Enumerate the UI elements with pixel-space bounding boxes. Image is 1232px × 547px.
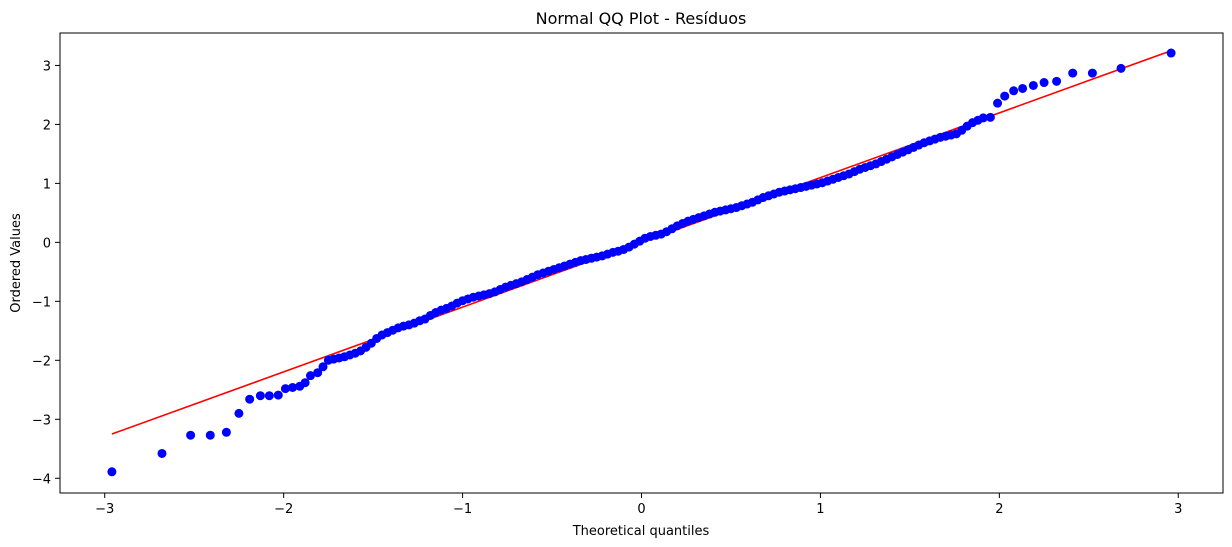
data-point [1018, 83, 1028, 93]
x-tick-label: 0 [637, 502, 645, 517]
data-point [221, 427, 231, 437]
data-point [313, 368, 323, 378]
data-point [234, 408, 244, 418]
data-point [305, 371, 315, 381]
data-point [300, 378, 310, 388]
data-point [1052, 76, 1062, 86]
data-point [1000, 91, 1010, 101]
data-point [1039, 78, 1049, 88]
data-point [318, 362, 328, 372]
y-tick-label: −3 [32, 413, 51, 428]
data-point [1166, 48, 1176, 58]
y-tick-label: −2 [32, 354, 51, 369]
data-point [1068, 68, 1078, 78]
x-tick-label: −1 [453, 502, 472, 517]
data-point [107, 467, 117, 477]
data-point [288, 382, 298, 392]
y-tick-label: 1 [43, 177, 51, 192]
data-point [186, 430, 196, 440]
y-axis-label: Ordered Values [9, 213, 24, 313]
x-axis-ticks: −3 −2 −1 0 1 2 3 [95, 493, 1182, 517]
y-axis-ticks: −4 −3 −2 −1 0 1 2 3 [32, 59, 60, 487]
x-tick-label: 3 [1174, 502, 1182, 517]
x-tick-label: 1 [816, 502, 824, 517]
data-point [993, 98, 1003, 108]
y-tick-label: −1 [32, 295, 51, 310]
data-point [1087, 68, 1097, 78]
data-point [205, 430, 215, 440]
y-tick-label: −4 [32, 472, 51, 487]
data-point [1009, 86, 1019, 96]
x-tick-label: −2 [274, 502, 293, 517]
data-points [107, 48, 1176, 477]
data-point [255, 391, 265, 401]
data-point [264, 391, 274, 401]
plot-area [59, 32, 1224, 494]
x-tick-label: −3 [95, 502, 114, 517]
chart-title: Normal QQ Plot - Resíduos [536, 9, 747, 28]
y-tick-label: 3 [43, 59, 51, 74]
y-tick-label: 0 [43, 236, 51, 251]
data-point [280, 384, 290, 394]
data-point [273, 390, 283, 400]
data-point [985, 112, 995, 122]
x-axis-label: Theoretical quantiles [572, 524, 710, 539]
data-point [245, 394, 255, 404]
x-tick-label: 2 [995, 502, 1003, 517]
data-point [1116, 63, 1126, 73]
data-point [157, 448, 167, 458]
y-tick-label: 2 [43, 118, 51, 133]
data-point [1028, 80, 1038, 90]
data-point [978, 113, 988, 123]
